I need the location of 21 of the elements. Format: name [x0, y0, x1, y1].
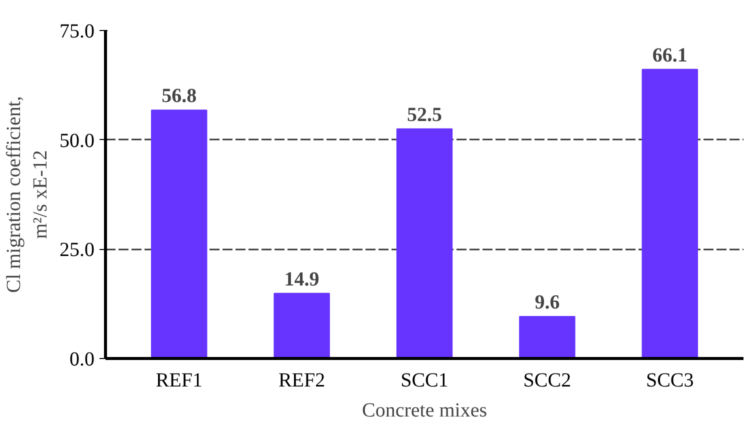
data-label: 66.1	[652, 44, 688, 66]
bar	[396, 128, 453, 358]
data-label: 9.6	[534, 292, 560, 314]
x-axis-title: Concrete mixes	[362, 400, 488, 422]
data-label: 52.5	[407, 104, 442, 126]
y-axis-title: Cl migration coefficient, m²/s xE-12	[3, 96, 52, 293]
bar	[274, 292, 330, 358]
y-tick-label: 25.0	[60, 239, 94, 262]
y-tick-label: 75.0	[60, 20, 94, 42]
x-tick-label: REF2	[278, 370, 326, 392]
bar	[519, 316, 576, 358]
data-label: 14.9	[284, 268, 320, 290]
x-tick-label: SCC2	[523, 370, 572, 392]
y-tick-label: 0.0	[70, 348, 94, 370]
x-tick-label: REF1	[156, 370, 202, 392]
x-tick-label: SCC3	[646, 370, 694, 392]
bar	[151, 110, 208, 358]
y-tick-label: 50.0	[60, 130, 94, 152]
x-tick-label: SCC1	[400, 370, 448, 392]
bar	[642, 68, 698, 358]
data-label: 56.8	[162, 85, 197, 108]
